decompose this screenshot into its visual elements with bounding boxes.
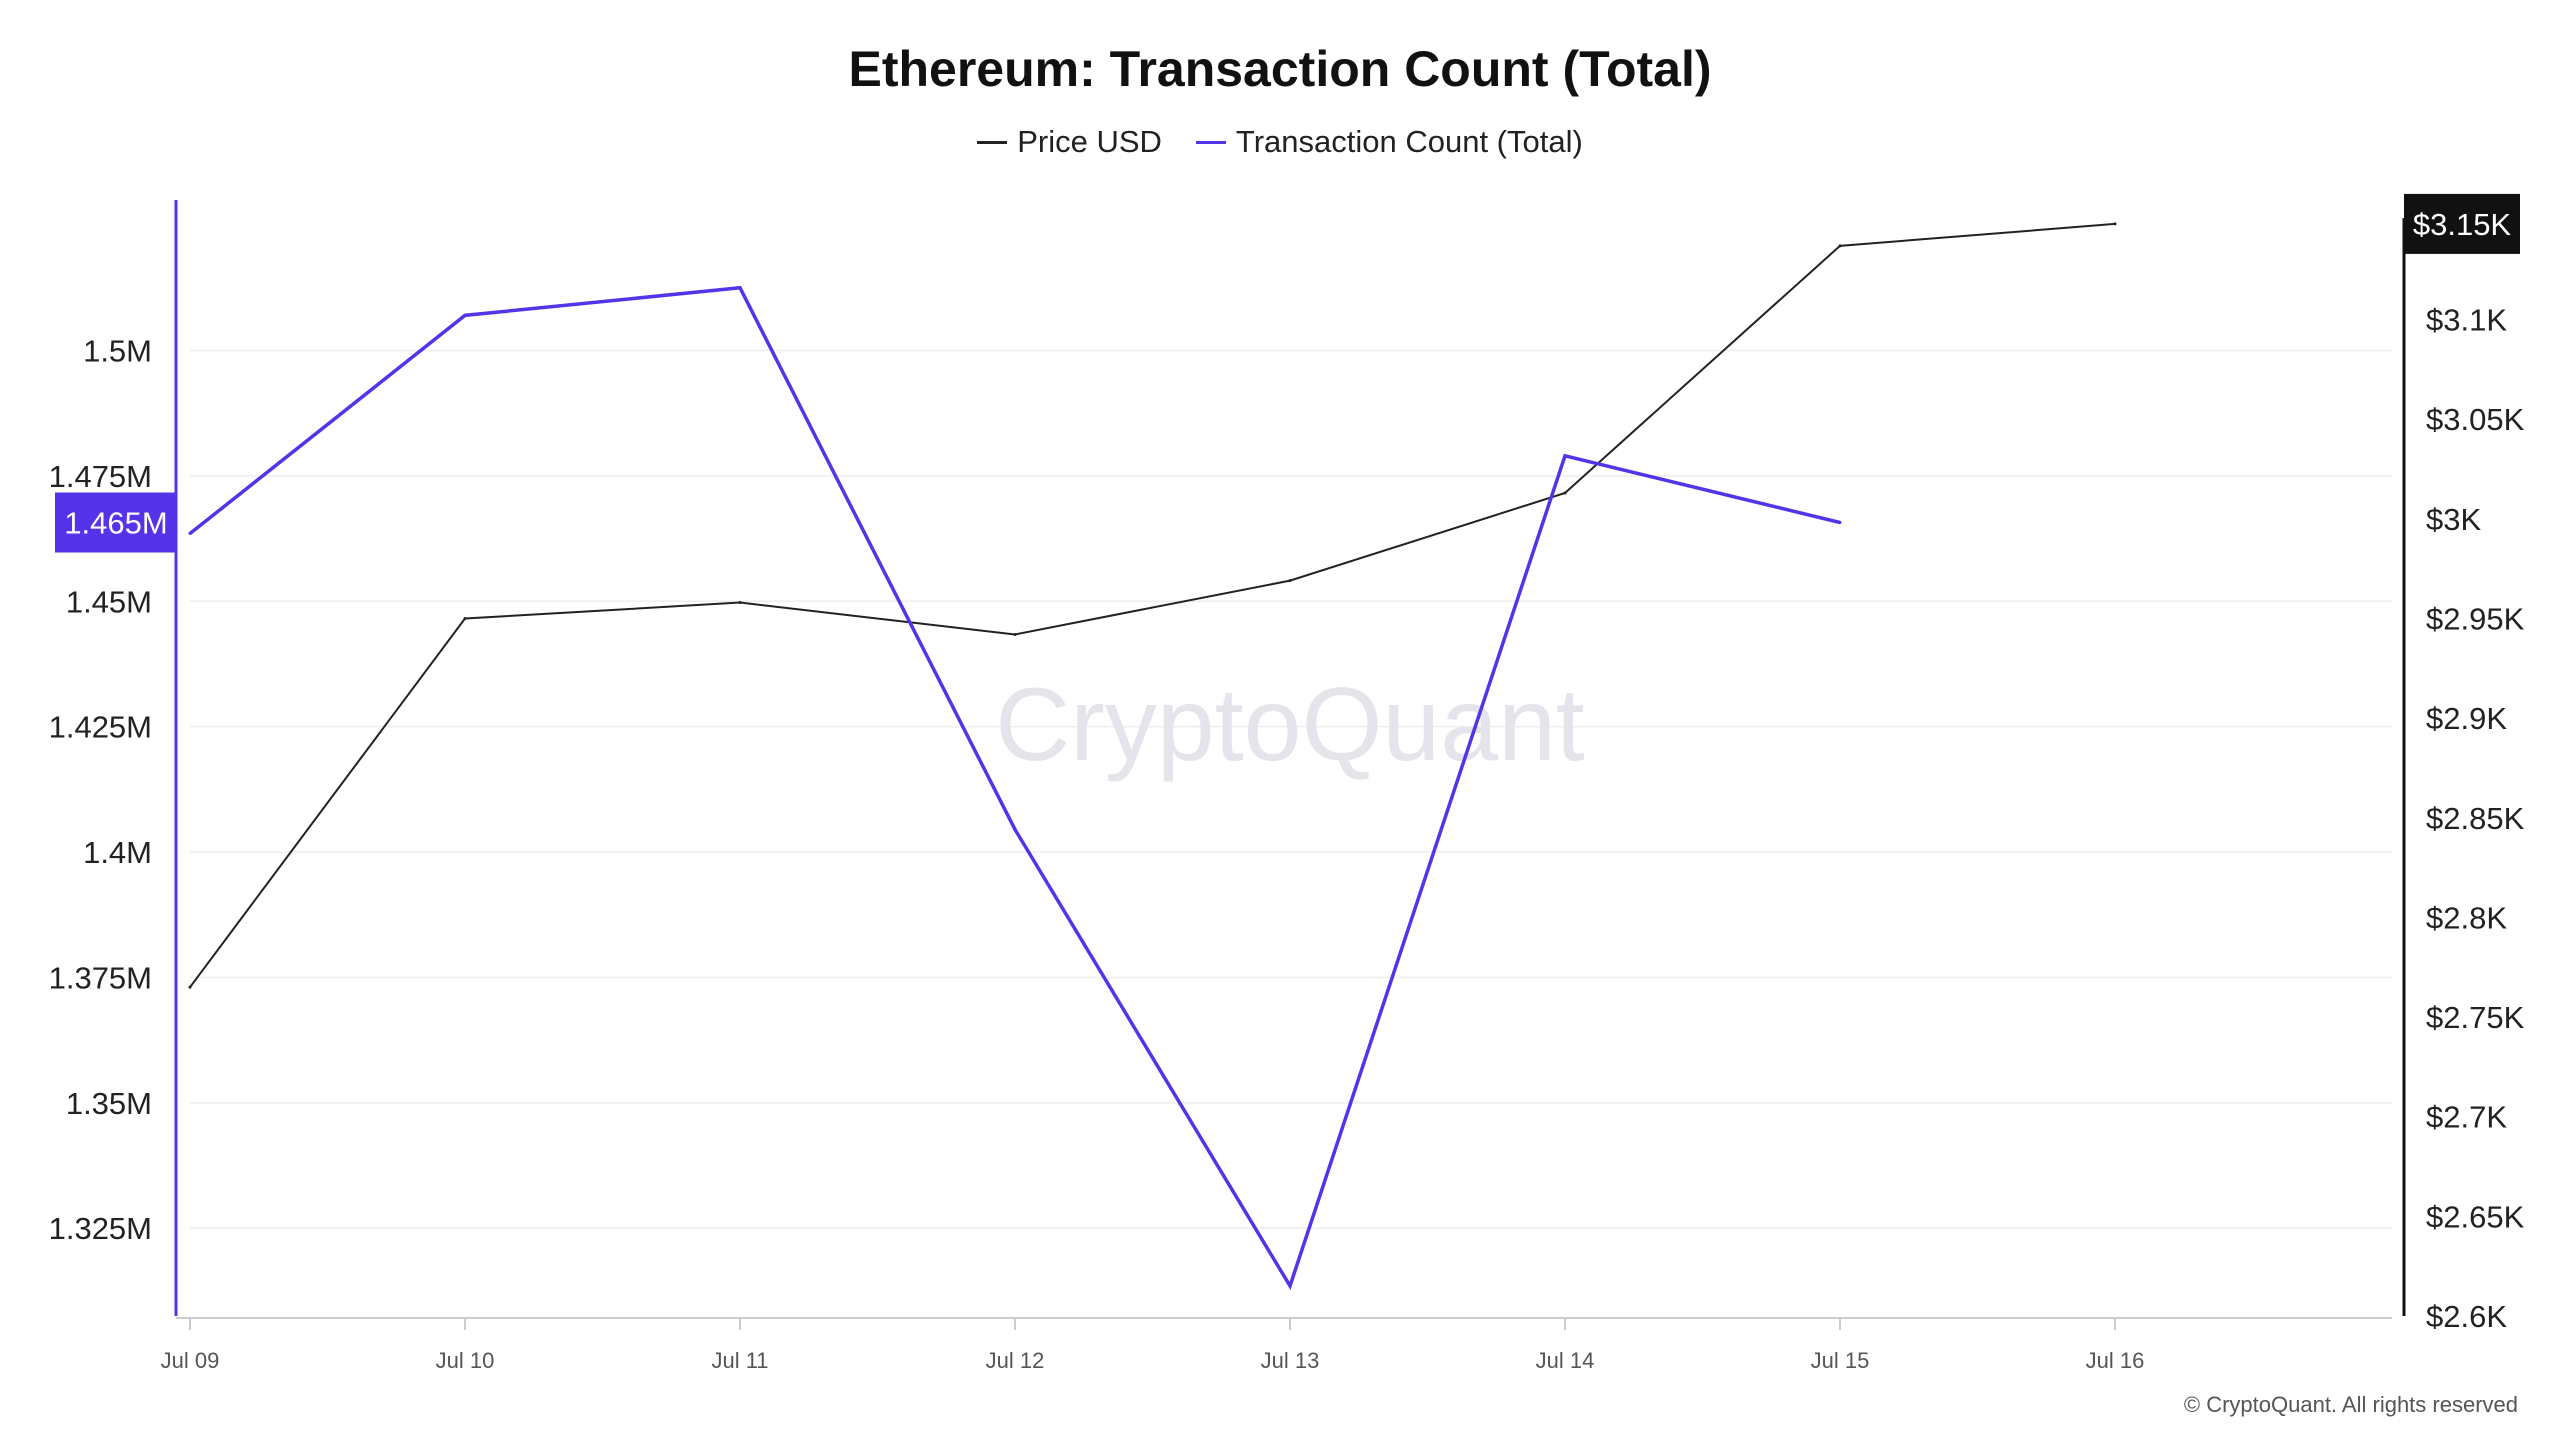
data-point-transaction-count [1013,827,1017,831]
x-tick-label: Jul 11 [711,1348,768,1373]
x-tick-label: Jul 15 [1811,1348,1870,1373]
y-right-tick-label: $2.85K [2426,801,2525,836]
data-point-transaction-count [1288,1284,1292,1288]
y-right-highlight-label: $3.15K [2413,207,2512,242]
data-point-price [1288,579,1292,583]
data-point-transaction-count [1563,454,1567,458]
y-left-tick-label: 1.425M [49,710,152,745]
y-right-tick-label: $2.9K [2426,701,2507,736]
y-left-highlight-label: 1.465M [64,506,167,541]
data-point-price [1838,244,1842,248]
x-tick-label: Jul 12 [986,1348,1045,1373]
data-point-transaction-count [1838,521,1842,525]
y-right-tick-label: $2.65K [2426,1199,2525,1234]
chart-title: Ethereum: Transaction Count (Total) [848,41,1712,97]
y-left-tick-label: 1.5M [83,333,152,368]
x-tick-label: Jul 09 [161,1348,220,1373]
legend-label-transaction-count: Transaction Count (Total) [1235,124,1583,159]
grid-layer [190,349,2392,1229]
y-left-tick-label: 1.325M [49,1211,152,1246]
y-left-tick-label: 1.375M [49,960,152,995]
y-right-tick-label: $2.6K [2426,1299,2507,1334]
y-left-tick-label: 1.45M [66,584,152,619]
legend: Price USD Transaction Count (Total) [0,124,2560,160]
legend-label-price: Price USD [1017,124,1162,159]
x-tick-label: Jul 14 [1536,1348,1595,1373]
y-right-tick-label: $3.1K [2426,303,2507,338]
y-left-tick-label: 1.4M [83,835,152,870]
labels-layer: 1.325M 1.35M 1.375M 1.4M 1.425M 1.45M 1.475M 1.… [49,193,2525,1373]
y-right-tick-label: $3.05K [2426,402,2525,437]
data-point-transaction-count [188,532,192,536]
data-point-price [1563,491,1567,495]
x-tick-label: Jul 16 [2086,1348,2145,1373]
data-point-price [188,985,192,989]
y-right-tick-label: $2.75K [2426,1000,2525,1035]
data-point-price [1013,632,1017,636]
axes-layer [174,200,2406,1330]
watermark: CryptoQuant [995,667,1585,783]
y-left-tick-label: 1.475M [49,459,152,494]
legend-item-price[interactable]: Price USD [977,124,1162,160]
y-left-tick-label: 1.35M [66,1086,152,1121]
y-right-tick-label: $2.7K [2426,1100,2507,1135]
legend-swatch-transaction-count [1195,140,1226,144]
y-right-tick-label: $2.95K [2426,602,2525,637]
x-tick-label: Jul 13 [1261,1348,1320,1373]
data-point-price [738,601,742,605]
data-point-price [463,617,467,620]
y-right-tick-label: $3K [2426,502,2481,537]
data-point-price [2113,222,2117,226]
x-tick-label: Jul 10 [436,1348,495,1373]
series-line-price [189,222,2116,988]
copyright-credit: © CryptoQuant. All rights reserved [2183,1392,2518,1417]
y-left-highlight-box [55,492,177,553]
series-line-transaction-count [188,285,1841,1291]
legend-item-transaction-count[interactable]: Transaction Count (Total) [1195,124,1583,160]
legend-swatch-price [977,140,1008,144]
data-point-transaction-count [463,313,467,317]
data-point-transaction-count [738,286,742,290]
y-right-highlight-box [2404,193,2520,254]
y-right-tick-label: $2.8K [2426,900,2507,935]
lines-layer [188,222,2117,1291]
